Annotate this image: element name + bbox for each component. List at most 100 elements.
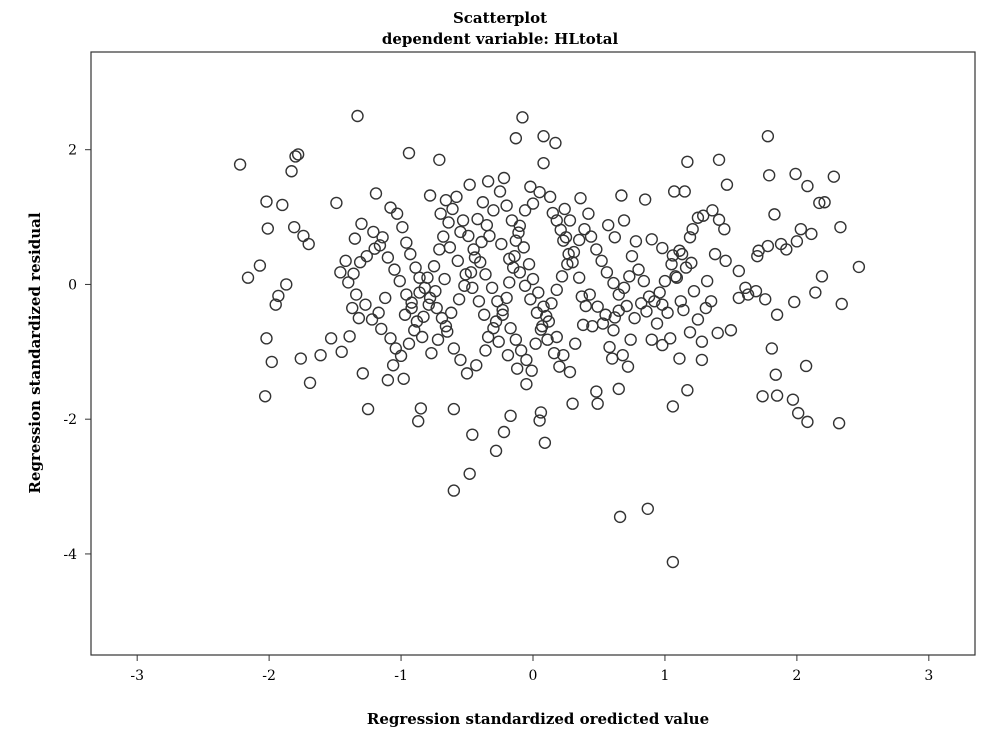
data-point xyxy=(402,337,416,350)
data-point xyxy=(443,241,457,254)
data-point xyxy=(434,207,447,220)
data-point xyxy=(303,376,317,390)
data-point xyxy=(509,132,523,145)
data-point xyxy=(353,256,367,269)
data-point xyxy=(413,286,426,299)
data-point xyxy=(504,322,517,335)
data-point xyxy=(351,109,364,123)
data-point xyxy=(260,195,273,208)
data-point xyxy=(365,313,379,326)
data-point xyxy=(732,264,746,278)
data-point xyxy=(533,414,546,427)
data-point xyxy=(590,385,603,398)
data-point xyxy=(459,268,472,281)
data-point xyxy=(537,156,550,170)
data-point xyxy=(402,146,416,160)
data-point xyxy=(801,179,814,193)
data-point xyxy=(342,276,355,289)
data-point xyxy=(476,196,490,209)
data-point xyxy=(616,348,629,362)
data-point xyxy=(513,266,527,279)
data-point xyxy=(582,207,595,220)
data-point xyxy=(545,297,558,310)
data-point xyxy=(607,324,620,337)
data-point xyxy=(666,400,680,413)
data-point xyxy=(563,365,577,379)
data-point xyxy=(732,291,746,305)
data-point xyxy=(756,390,769,403)
data-point xyxy=(376,231,389,244)
data-point xyxy=(423,189,437,202)
data-point xyxy=(683,326,697,339)
data-point xyxy=(381,373,395,387)
data-point xyxy=(788,295,801,309)
data-point xyxy=(691,211,705,224)
data-point xyxy=(558,202,571,216)
data-point xyxy=(664,332,677,345)
data-point xyxy=(628,311,641,325)
data-point xyxy=(712,153,726,166)
data-point xyxy=(669,270,682,283)
data-point xyxy=(405,301,418,315)
data-point xyxy=(656,241,669,255)
data-point xyxy=(261,222,274,235)
chart-subtitle: dependent variable: HLtotal xyxy=(382,30,619,48)
data-point xyxy=(569,337,582,350)
data-point xyxy=(373,239,387,252)
data-point xyxy=(656,338,669,352)
data-point xyxy=(567,245,581,259)
y-axis-label: Regression standardized residual xyxy=(26,212,44,493)
data-point xyxy=(835,297,848,311)
data-point xyxy=(827,170,841,183)
data-point xyxy=(421,271,434,284)
data-point xyxy=(496,308,509,321)
data-point xyxy=(605,352,619,365)
data-point xyxy=(526,272,540,286)
data-point xyxy=(396,220,409,234)
data-point xyxy=(629,235,643,248)
data-point xyxy=(559,231,573,244)
data-point xyxy=(522,258,536,271)
data-point xyxy=(613,510,627,524)
data-point xyxy=(653,286,666,299)
data-point xyxy=(269,298,282,311)
data-point xyxy=(408,324,421,337)
data-point xyxy=(265,355,278,369)
data-point xyxy=(675,247,689,261)
data-point xyxy=(543,190,557,204)
data-point xyxy=(677,303,690,317)
data-point xyxy=(471,212,484,226)
data-point xyxy=(595,254,608,268)
data-point xyxy=(557,348,570,362)
x-tick-label: 1 xyxy=(660,668,669,684)
data-point xyxy=(447,484,461,497)
data-point xyxy=(496,303,509,317)
data-point xyxy=(547,346,561,360)
data-point xyxy=(687,284,701,298)
data-point xyxy=(447,402,461,416)
data-point xyxy=(557,234,570,247)
data-point xyxy=(637,274,651,288)
data-point xyxy=(612,288,625,301)
data-point xyxy=(532,286,545,299)
data-point xyxy=(302,237,315,251)
data-point xyxy=(475,235,488,249)
data-point xyxy=(759,293,772,306)
data-point xyxy=(584,230,598,243)
data-point xyxy=(369,187,383,200)
data-point xyxy=(409,261,422,274)
data-point xyxy=(665,258,678,271)
data-point xyxy=(447,342,461,355)
data-point xyxy=(468,251,482,264)
data-point xyxy=(334,266,347,279)
data-point xyxy=(770,308,784,321)
data-point xyxy=(390,207,404,220)
data-point xyxy=(641,502,654,515)
data-point xyxy=(520,353,533,367)
data-point xyxy=(608,231,622,244)
data-point xyxy=(456,214,470,227)
data-point xyxy=(645,233,658,246)
data-point xyxy=(429,284,442,298)
data-point xyxy=(314,348,327,362)
data-point xyxy=(479,344,492,357)
